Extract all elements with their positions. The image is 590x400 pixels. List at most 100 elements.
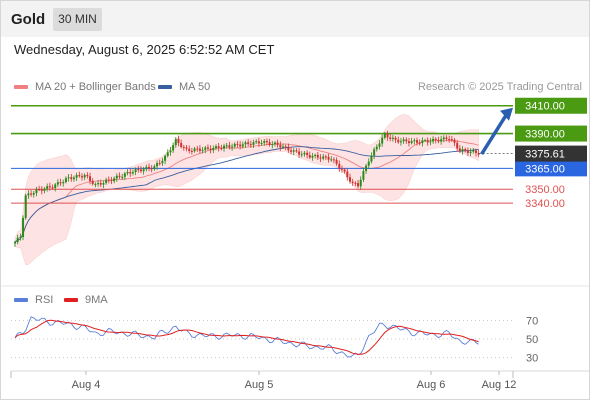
legend-bollinger-label: MA 20 + Bollinger Bands [35, 81, 156, 93]
candle-body [172, 145, 175, 151]
candle-body [86, 174, 89, 177]
level-label-3390: 3390.00 [525, 129, 565, 141]
candle-body [394, 137, 397, 140]
level-tag-3390 [515, 125, 587, 142]
candle-body [177, 138, 180, 144]
candle-body [113, 178, 116, 182]
candle-body [241, 144, 244, 147]
candle-body [236, 143, 239, 145]
candle-body [429, 141, 432, 143]
candle-body [142, 169, 145, 172]
candle-body [260, 142, 263, 144]
candle-body [402, 139, 405, 142]
candle-body [91, 180, 94, 185]
rsi-9ma-line [14, 319, 479, 355]
candle-body [231, 146, 234, 148]
rsi-swatch [14, 298, 28, 302]
candle-body [311, 155, 314, 158]
candle-body [332, 159, 335, 161]
candle-body [169, 150, 172, 153]
candle-body [62, 182, 65, 184]
candle-body [19, 236, 22, 238]
candle-body [378, 143, 381, 147]
ma50-line [14, 146, 479, 243]
candle-body [413, 140, 416, 142]
candle-body [362, 171, 365, 180]
candle-body [343, 169, 346, 172]
candle-body [123, 173, 126, 177]
timeframe-badge[interactable]: 30 MIN [53, 8, 102, 31]
candle-body [180, 143, 183, 148]
candle-body [456, 142, 459, 149]
legend-9ma: 9MA [64, 294, 108, 306]
candle-body [445, 137, 448, 140]
candle-body [249, 144, 252, 146]
candle-body [268, 142, 271, 145]
candle-body [99, 183, 102, 185]
candle-body [32, 193, 35, 195]
candle-body [220, 148, 223, 150]
legend-ma50-label: MA 50 [179, 81, 211, 93]
candle-body [22, 217, 25, 237]
candle-body [94, 183, 97, 185]
candle-body [75, 175, 78, 178]
candle-body [276, 142, 279, 145]
candle-body [357, 183, 360, 187]
ma50-swatch [158, 85, 172, 89]
candle-body [206, 147, 209, 149]
last-price-tag [515, 145, 587, 162]
candle-body [70, 177, 73, 180]
candle-body [426, 140, 429, 143]
candle-body [273, 142, 276, 145]
candle-body [381, 137, 384, 144]
candle-body [110, 180, 113, 182]
candle-body [48, 186, 51, 188]
candle-body [150, 168, 153, 170]
candle-body [327, 156, 330, 160]
candle-body [228, 145, 231, 148]
candle-body [145, 166, 148, 170]
x-tick-label: Aug 4 [72, 379, 101, 391]
candle-body [437, 139, 440, 142]
candle-body [27, 193, 30, 196]
candle-body [131, 172, 134, 174]
rsi-tick-70: 70 [526, 315, 538, 327]
candle-body [303, 152, 306, 155]
candle-body [156, 163, 159, 167]
candle-body [16, 237, 19, 243]
candle-body [397, 139, 400, 143]
candle-body [158, 163, 161, 165]
candle-body [118, 175, 121, 177]
rsi-tick-50: 50 [526, 334, 538, 346]
candle-body [35, 189, 38, 194]
legend-rsi: RSI [14, 294, 53, 306]
legend-ma50: MA 50 [158, 81, 210, 93]
candle-body [126, 171, 129, 174]
candle-body [233, 143, 236, 147]
candle-body [351, 181, 354, 183]
candle-body [263, 140, 266, 143]
candle-body [365, 165, 368, 172]
candle-body [349, 177, 351, 182]
candle-body [67, 177, 70, 179]
rsi-line [14, 316, 479, 358]
candle-body [161, 160, 164, 164]
candle-body [182, 147, 185, 149]
candle-body [105, 179, 108, 184]
candle-body [83, 174, 86, 178]
candle-body [279, 144, 282, 148]
candle-body [30, 193, 33, 195]
ma9-swatch [64, 298, 78, 302]
candle-body [450, 139, 453, 141]
candle-body [282, 146, 284, 148]
candle-body [223, 145, 226, 149]
instrument-title: Gold [11, 11, 46, 28]
candle-body [469, 151, 472, 153]
candle-body [434, 138, 437, 140]
candle-body [188, 148, 191, 151]
candle-body [59, 182, 62, 184]
candle-body [432, 138, 435, 142]
candle-body [466, 150, 469, 153]
candle-body [373, 149, 376, 156]
